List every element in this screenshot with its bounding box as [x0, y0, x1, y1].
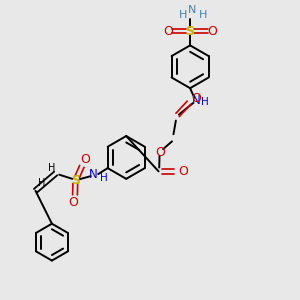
Text: O: O	[191, 92, 201, 105]
Text: N: N	[192, 94, 201, 107]
Text: S: S	[186, 25, 195, 38]
Text: O: O	[178, 165, 188, 178]
Text: O: O	[155, 146, 165, 159]
Text: N: N	[89, 168, 98, 181]
Text: H: H	[38, 178, 46, 188]
Text: O: O	[80, 153, 90, 166]
Text: H: H	[201, 98, 209, 107]
Text: H: H	[47, 163, 55, 173]
Text: O: O	[68, 196, 78, 209]
Text: O: O	[164, 25, 173, 38]
Text: O: O	[207, 25, 217, 38]
Text: H: H	[199, 10, 207, 20]
Text: H: H	[179, 10, 188, 20]
Text: S: S	[71, 173, 80, 187]
Text: N: N	[188, 5, 196, 15]
Text: H: H	[100, 173, 107, 183]
